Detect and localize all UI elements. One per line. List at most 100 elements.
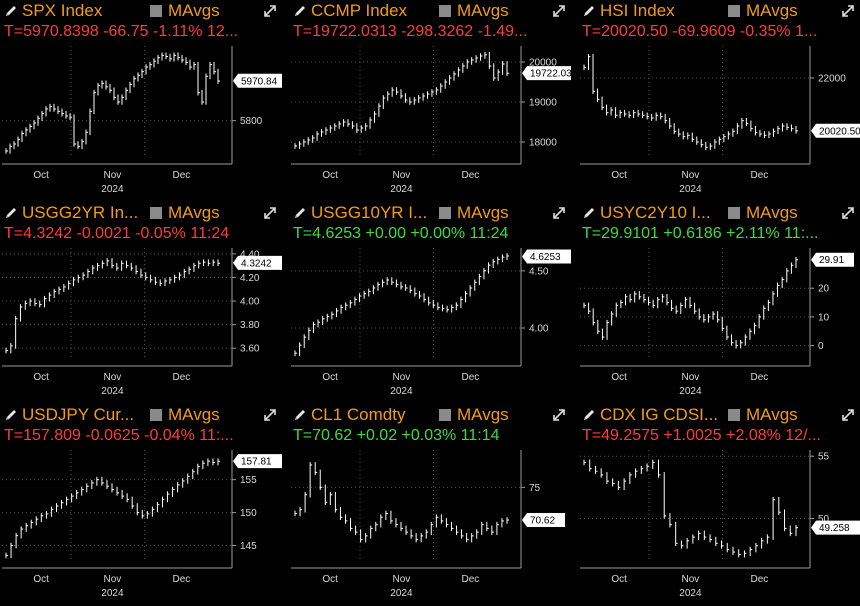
security-title[interactable]: USDJPY Cur... <box>22 405 135 424</box>
price-chart[interactable]: 20000 19000 18000 19722.03 Oct Nov Dec 2024 <box>289 42 571 198</box>
checkbox-icon[interactable] <box>150 207 162 219</box>
chart-panel-hsi-index[interactable]: HSI Index MAvgs T=20020.50 -69.9609 -0.35%… <box>578 0 860 198</box>
quote-line: T=4.3242 -0.0021 -0.05% 11:24 <box>4 225 230 242</box>
security-title[interactable]: CCMP Index <box>311 1 408 20</box>
y-tick-label: 20000 <box>529 58 557 69</box>
last-price-label: 70.62 <box>530 516 555 527</box>
x-tick-label: Dec <box>462 170 480 181</box>
security-title[interactable]: USGG2YR In... <box>22 203 139 222</box>
checkbox-icon[interactable] <box>728 409 740 421</box>
y-tick-label: 55 <box>818 452 830 463</box>
pencil-icon[interactable] <box>4 408 18 422</box>
mavgs-toggle[interactable]: MAvgs <box>728 404 798 426</box>
mavgs-toggle[interactable]: MAvgs <box>728 0 798 22</box>
y-tick-label: 5800 <box>240 116 263 127</box>
last-price-marker <box>522 249 571 264</box>
y-tick-label: 145 <box>240 541 257 552</box>
expand-icon[interactable] <box>840 407 856 423</box>
y-tick-label: 3.60 <box>240 344 260 355</box>
expand-icon[interactable] <box>551 3 567 19</box>
security-title[interactable]: CL1 Comdty <box>311 405 406 424</box>
chart-panel-spx-index[interactable]: SPX Index MAvgs T=5970.8398 -66.75 -1.11% … <box>0 0 282 198</box>
mavgs-toggle[interactable]: MAvgs <box>439 0 509 22</box>
expand-icon[interactable] <box>551 205 567 221</box>
pencil-icon[interactable] <box>4 4 18 18</box>
y-tick-label: 22000 <box>818 74 846 85</box>
last-price-marker <box>522 66 571 81</box>
mavgs-toggle[interactable]: MAvgs <box>439 202 509 224</box>
price-chart[interactable]: 20 10 0 29.91 Oct Nov Dec 2024 <box>578 244 860 400</box>
last-price-label: 4.6253 <box>530 252 561 263</box>
x-tick-label: Dec <box>462 372 480 383</box>
pencil-icon[interactable] <box>582 206 596 220</box>
expand-icon[interactable] <box>262 3 278 19</box>
x-tick-label: Oct <box>322 170 338 181</box>
mavgs-label: MAvgs <box>457 203 509 222</box>
checkbox-icon[interactable] <box>728 5 740 17</box>
last-price-marker <box>811 252 854 267</box>
price-chart[interactable]: 155 150 145 157.81 Oct Nov Dec 2024 <box>0 446 282 602</box>
x-tick-label: Oct <box>33 574 49 585</box>
x-year-label: 2024 <box>101 588 124 599</box>
last-price-label: 20020.50 <box>819 126 860 137</box>
last-price-label: 49.258 <box>819 523 850 534</box>
chart-panel-cdx-ig-cdsi[interactable]: CDX IG CDSI... MAvgs T=49.2575 +1.0025 +2.… <box>578 404 860 602</box>
mavgs-toggle[interactable]: MAvgs <box>728 202 798 224</box>
pencil-icon[interactable] <box>4 206 18 220</box>
chart-panel-cl1-comdty[interactable]: CL1 Comdty MAvgs T=70.62 +0.02 +0.03% 11:1… <box>289 404 571 602</box>
mavgs-toggle[interactable]: MAvgs <box>150 0 220 22</box>
price-chart[interactable]: 22000 20020.50 Oct Nov Dec 2024 <box>578 42 860 198</box>
y-tick-label: 155 <box>240 475 257 486</box>
checkbox-icon[interactable] <box>439 207 451 219</box>
checkbox-icon[interactable] <box>439 5 451 17</box>
chart-panel-ccmp-index[interactable]: CCMP Index MAvgs T=19722.0313 -298.3262 -1… <box>289 0 571 198</box>
expand-icon[interactable] <box>551 407 567 423</box>
chart-panel-usdjpy-cur[interactable]: USDJPY Cur... MAvgs T=157.809 -0.0625 -0.0… <box>0 404 282 602</box>
chart-panel-usgg2yr-in[interactable]: USGG2YR In... MAvgs T=4.3242 -0.0021 -0.05… <box>0 202 282 400</box>
quote-line: T=29.9101 +0.6186 +2.11% 11:... <box>582 225 819 242</box>
pencil-icon[interactable] <box>293 4 307 18</box>
x-tick-label: Oct <box>33 170 49 181</box>
last-price-label: 19722.03 <box>530 69 571 80</box>
checkbox-icon[interactable] <box>150 409 162 421</box>
mavgs-toggle[interactable]: MAvgs <box>150 202 220 224</box>
pencil-icon[interactable] <box>582 4 596 18</box>
last-price-marker <box>811 520 860 535</box>
x-year-label: 2024 <box>390 184 413 195</box>
expand-icon[interactable] <box>262 205 278 221</box>
pencil-icon[interactable] <box>582 408 596 422</box>
checkbox-icon[interactable] <box>439 409 451 421</box>
price-chart[interactable]: 4.50 4.00 4.6253 Oct Nov Dec 2024 <box>289 244 571 400</box>
x-tick-label: Oct <box>322 574 338 585</box>
security-title[interactable]: SPX Index <box>22 1 103 20</box>
chart-panel-usyc2y10-i[interactable]: USYC2Y10 I... MAvgs T=29.9101 +0.6186 +2.1… <box>578 202 860 400</box>
pencil-icon[interactable] <box>293 408 307 422</box>
expand-icon[interactable] <box>840 3 856 19</box>
x-year-label: 2024 <box>101 386 124 397</box>
mavgs-label: MAvgs <box>457 1 509 20</box>
mavgs-toggle[interactable]: MAvgs <box>150 404 220 426</box>
panel-header: CL1 Comdty MAvgs <box>289 404 571 426</box>
security-title[interactable]: CDX IG CDSI... <box>600 405 719 424</box>
security-title[interactable]: USYC2Y10 I... <box>600 203 711 222</box>
price-chart[interactable]: 4.40 4.20 4.00 3.80 3.60 4.3242 Oct Nov Dec 2024 <box>0 244 282 400</box>
expand-icon[interactable] <box>840 205 856 221</box>
chart-panel-usgg10yr-i[interactable]: USGG10YR I... MAvgs T=4.6253 +0.00 +0.00% … <box>289 202 571 400</box>
x-tick-label: Nov <box>393 170 411 181</box>
quote-line: T=5970.8398 -66.75 -1.11% 12... <box>4 23 239 40</box>
panel-header: USGG2YR In... MAvgs <box>0 202 282 224</box>
security-title[interactable]: HSI Index <box>600 1 675 20</box>
expand-icon[interactable] <box>262 407 278 423</box>
checkbox-icon[interactable] <box>728 207 740 219</box>
x-tick-label: Oct <box>611 574 627 585</box>
security-title[interactable]: USGG10YR I... <box>311 203 428 222</box>
checkbox-icon[interactable] <box>150 5 162 17</box>
mavgs-toggle[interactable]: MAvgs <box>439 404 509 426</box>
mavgs-label: MAvgs <box>457 405 509 424</box>
price-chart[interactable]: 75 70.62 Oct Nov Dec 2024 <box>289 446 571 602</box>
pencil-icon[interactable] <box>293 206 307 220</box>
price-chart[interactable]: 5800 5970.84 Oct Nov Dec 2024 <box>0 42 282 198</box>
x-tick-label: Dec <box>173 372 191 383</box>
x-year-label: 2024 <box>679 588 702 599</box>
